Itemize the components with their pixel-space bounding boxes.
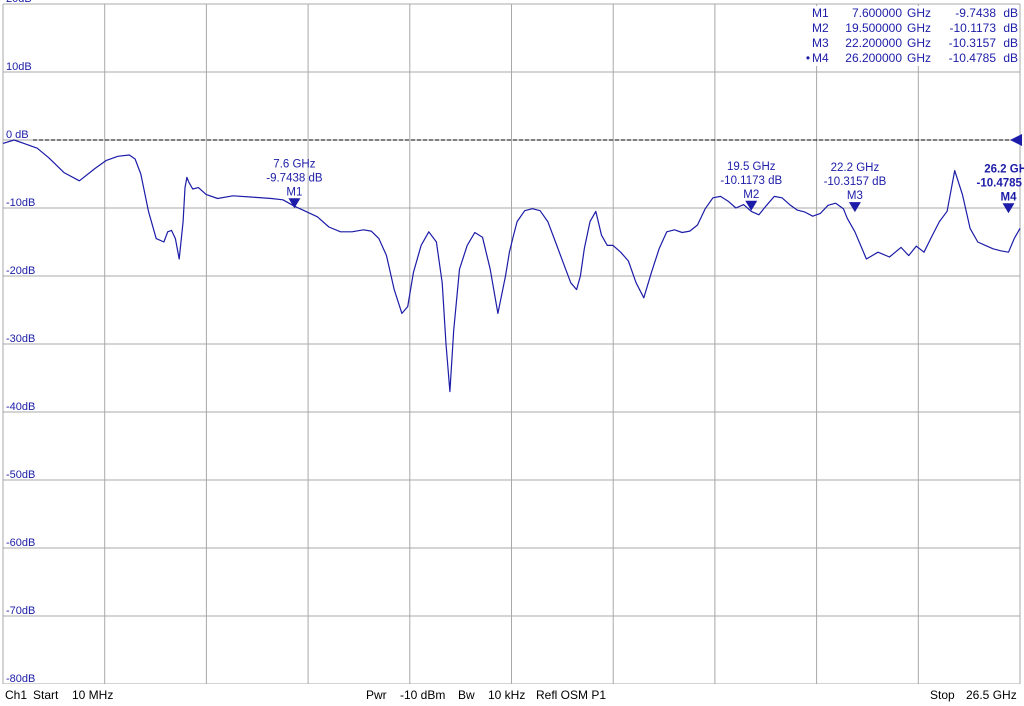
marker-table-freq: 22.200000 xyxy=(845,36,902,50)
marker-table-row[interactable]: M3 22.200000 GHz -10.3157 dB xyxy=(804,36,1018,51)
marker-name-label: M1 xyxy=(286,186,302,198)
marker-table-row[interactable]: M2 19.500000 GHz -10.1173 dB xyxy=(804,21,1018,36)
y-tick-label: -50dB xyxy=(6,469,35,481)
marker-m4[interactable]: M4 -10.4785 dB 26.2 GHz xyxy=(977,163,1024,214)
marker-table-row[interactable]: • M4 26.200000 GHz -10.4785 dB xyxy=(804,51,1018,66)
y-tick-label: 10dB xyxy=(6,61,32,73)
marker-triangle-icon[interactable] xyxy=(1002,203,1015,214)
marker-table-db: dB xyxy=(1003,6,1018,20)
reference-line-group xyxy=(33,134,1022,146)
stop-label: Stop xyxy=(930,688,955,702)
channel-label[interactable]: Ch1 xyxy=(5,688,28,702)
y-tick-label: -70dB xyxy=(6,605,35,617)
start-value[interactable]: 10 MHz xyxy=(72,688,114,702)
marker-table-unit: GHz xyxy=(907,51,931,65)
marker-table-db: dB xyxy=(1003,21,1018,35)
y-tick-label: 20dB xyxy=(6,0,32,5)
y-tick-label: -20dB xyxy=(6,265,35,277)
reference-arrow-icon[interactable] xyxy=(1010,134,1022,146)
y-tick-label: 0 dB xyxy=(6,129,29,141)
marker-table-freq: 26.200000 xyxy=(845,51,902,65)
bandwidth-label: Bw xyxy=(458,688,475,702)
y-tick-labels: 20dB 10dB 0 dB -10dB -20dB -30dB -40dB -50dB -60… xyxy=(6,0,35,684)
marker-m1[interactable]: M1 -9.7438 dB 7.6 GHz xyxy=(266,158,323,209)
marker-table-name: M1 xyxy=(812,6,829,20)
marker-table-row[interactable]: M1 7.600000 GHz -9.7438 dB xyxy=(804,6,1018,21)
y-tick-label: -60dB xyxy=(6,537,35,549)
y-tick-label: -40dB xyxy=(6,401,35,413)
trace-line xyxy=(2,139,1021,393)
status-bar: Ch1 Start 10 MHz Pwr -10 dBm Bw 10 kHz R… xyxy=(0,684,1024,706)
active-marker-dot: • xyxy=(805,51,811,65)
marker-table-value: -10.3157 xyxy=(948,36,996,50)
marker-table-name: M4 xyxy=(812,51,829,65)
marker-freq-label: 19.5 GHz xyxy=(727,161,776,173)
marker-name-label: M3 xyxy=(847,190,863,202)
trace-group xyxy=(2,139,1021,393)
bandwidth-value[interactable]: 10 kHz xyxy=(488,688,526,702)
marker-table-value: -10.1173 xyxy=(949,21,996,35)
marker-table-freq: 19.500000 xyxy=(845,21,902,35)
marker-table-value: -9.7438 xyxy=(955,6,996,20)
marker-m3[interactable]: M3 -10.3157 dB 22.2 GHz xyxy=(824,162,887,213)
marker-value-label: -10.1173 dB xyxy=(720,175,782,187)
marker-table-db: dB xyxy=(1003,36,1018,50)
marker-table-db: dB xyxy=(1003,51,1018,65)
marker-triangle-icon[interactable] xyxy=(848,202,861,213)
y-tick-label: -30dB xyxy=(6,333,35,345)
y-tick-label: -10dB xyxy=(6,197,35,209)
trace-plot: 20dB 10dB 0 dB -10dB -20dB -30dB -40dB -50dB -60… xyxy=(2,0,1024,684)
start-label: Start xyxy=(33,688,59,702)
grid-lines xyxy=(2,3,1021,684)
marker-value-label: -10.3157 dB xyxy=(824,176,887,188)
marker-name-label: M4 xyxy=(1000,191,1017,203)
marker-table-unit: GHz xyxy=(907,6,931,20)
y-tick-label: -80dB xyxy=(6,673,35,684)
power-label: Pwr xyxy=(366,688,387,702)
marker-value-label: -10.4785 dB xyxy=(977,177,1024,189)
marker-group[interactable]: M1 -9.7438 dB 7.6 GHz M2 -10.1173 dB 19.5 GHz… xyxy=(266,158,1024,214)
marker-value-label: -9.7438 dB xyxy=(266,172,323,184)
marker-freq-label: 7.6 GHz xyxy=(273,158,315,170)
power-value[interactable]: -10 dBm xyxy=(400,688,446,702)
marker-triangle-icon[interactable] xyxy=(288,198,301,209)
stop-value[interactable]: 26.5 GHz xyxy=(966,688,1017,702)
marker-name-label: M2 xyxy=(743,189,759,201)
marker-table-name: M3 xyxy=(812,36,829,50)
active-marker-dot xyxy=(804,21,812,36)
marker-m2[interactable]: M2 -10.1173 dB 19.5 GHz xyxy=(720,161,782,211)
marker-triangle-icon[interactable] xyxy=(745,200,758,211)
marker-table[interactable]: M1 7.600000 GHz -9.7438 dB M2 19.500000 GHz -10.… xyxy=(804,6,1018,66)
marker-freq-label: 22.2 GHz xyxy=(831,162,880,174)
marker-table-unit: GHz xyxy=(907,21,931,35)
marker-table-name: M2 xyxy=(812,21,829,35)
measurement-mode[interactable]: Refl OSM P1 xyxy=(536,688,607,702)
active-marker-dot xyxy=(804,6,812,21)
marker-table-value: -10.4785 xyxy=(948,51,996,65)
marker-table-freq: 7.600000 xyxy=(851,6,902,20)
marker-table-unit: GHz xyxy=(907,36,931,50)
marker-freq-label: 26.2 GHz xyxy=(984,163,1024,175)
active-marker-dot xyxy=(804,36,812,51)
